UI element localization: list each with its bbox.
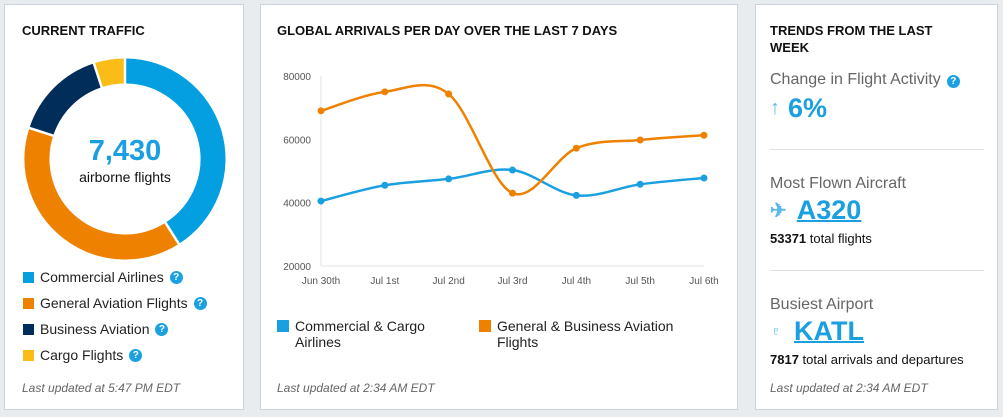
donut-segment[interactable] <box>93 58 126 88</box>
aircraft-label: Most Flown Aircraft <box>770 175 907 192</box>
airport-label: Busiest Airport <box>770 296 874 313</box>
arrivals-line-chart: 20000 40000 60000 80000 Jun 30th Jul 1st Jul 2… <box>283 72 719 287</box>
airport-count-suffix: total arrivals and departures <box>798 352 964 367</box>
control-tower-icon: ♇ <box>770 322 782 340</box>
legend-swatch <box>479 320 491 332</box>
divider <box>770 149 984 150</box>
aircraft-count-number: 53371 <box>770 231 807 246</box>
data-point[interactable] <box>381 88 389 96</box>
activity-percent: 6% <box>788 93 828 123</box>
last-updated: Last updated at 2:34 AM EDT <box>770 381 928 395</box>
legend-swatch <box>23 323 34 335</box>
legend-swatch <box>277 320 289 332</box>
data-point[interactable] <box>700 174 708 182</box>
aircraft-count-suffix: total flights <box>806 231 872 246</box>
activity-label: Change in Flight Activity? <box>770 71 960 89</box>
x-tick-label: Jul 2nd <box>433 276 465 287</box>
arrow-up-icon: ↑ <box>770 97 780 119</box>
data-point[interactable] <box>509 166 516 174</box>
question-circle-icon[interactable]: ? <box>193 296 207 310</box>
last-updated: Last updated at 5:47 PM EDT <box>22 381 181 395</box>
activity-label-text: Change in Flight Activity <box>770 71 941 88</box>
x-tick-label: Jul 5th <box>625 276 654 287</box>
last-updated: Last updated at 2:34 AM EDT <box>277 381 435 395</box>
y-tick-label: 20000 <box>283 262 311 273</box>
data-point[interactable] <box>636 136 644 144</box>
data-point[interactable] <box>445 90 453 98</box>
legend-item[interactable]: Business Aviation? <box>23 321 169 337</box>
airport-count: 7817 total arrivals and departures <box>770 352 964 367</box>
current-traffic-panel: CURRENT TRAFFIC 7,430 airborne flights C… <box>4 4 244 410</box>
panel-title: CURRENT TRAFFIC <box>22 23 145 38</box>
panel-title: TRENDS FROM THE LAST WEEK <box>770 23 933 55</box>
legend-label: Commercial Airlines <box>40 269 164 285</box>
legend-item[interactable]: General Aviation Flights? <box>23 295 207 311</box>
legend-label: General & Business Aviation Flights <box>497 318 674 350</box>
arrivals-panel: GLOBAL ARRIVALS PER DAY OVER THE LAST 7 … <box>260 4 738 410</box>
activity-value: ↑ 6% <box>770 93 827 124</box>
airport-count-number: 7817 <box>770 352 799 367</box>
x-tick-label: Jul 1st <box>370 276 399 287</box>
series-line <box>320 84 705 196</box>
aircraft-count: 53371 total flights <box>770 231 872 246</box>
x-tick-label: Jul 3rd <box>497 276 527 287</box>
aircraft-value: ✈ A320 <box>770 195 861 226</box>
x-tick-label: Jul 4th <box>562 276 591 287</box>
segment-separator <box>163 221 181 246</box>
airborne-label: airborne flights <box>79 169 171 185</box>
question-circle-icon[interactable]: ? <box>169 270 183 284</box>
data-point[interactable] <box>509 189 516 197</box>
airport-value: ♇ KATL <box>770 316 864 347</box>
data-point[interactable] <box>381 181 389 189</box>
data-point[interactable] <box>445 175 453 183</box>
legend-commercial-cargo[interactable]: Commercial & Cargo Airlines <box>277 318 425 350</box>
legend-label: General Aviation Flights <box>40 295 188 311</box>
segment-separator <box>92 62 104 89</box>
x-tick-label: Jul 6th <box>689 276 718 287</box>
traffic-donut-chart <box>24 57 226 260</box>
legend-label: Commercial & Cargo Airlines <box>295 318 425 350</box>
airborne-count: 7,430 <box>88 135 162 167</box>
legend-swatch <box>23 349 34 361</box>
data-point[interactable] <box>317 197 325 205</box>
question-circle-icon[interactable]: ? <box>155 322 169 336</box>
donut-segment[interactable] <box>124 58 226 244</box>
donut-segment[interactable] <box>29 63 103 137</box>
y-tick-label: 80000 <box>283 72 311 83</box>
question-circle-icon[interactable]: ? <box>946 75 960 88</box>
data-point[interactable] <box>317 107 325 115</box>
data-point[interactable] <box>572 144 580 152</box>
legend-item[interactable]: Cargo Flights? <box>23 347 143 363</box>
question-circle-icon[interactable]: ? <box>129 348 143 362</box>
panel-title: GLOBAL ARRIVALS PER DAY OVER THE LAST 7 … <box>277 23 618 38</box>
legend-swatch <box>23 271 34 283</box>
segment-separator <box>28 126 55 138</box>
aircraft-link[interactable]: A320 <box>796 195 862 225</box>
legend-label: Cargo Flights <box>40 347 124 363</box>
legend-item[interactable]: Commercial Airlines? <box>23 269 183 285</box>
y-tick-label: 60000 <box>283 135 311 146</box>
data-point[interactable] <box>700 131 708 139</box>
airport-link[interactable]: KATL <box>794 316 864 346</box>
legend-general-business[interactable]: General & Business Aviation Flights <box>479 318 673 350</box>
data-point[interactable] <box>636 180 644 188</box>
trends-panel: TRENDS FROM THE LAST WEEK Change in Flig… <box>755 4 998 410</box>
divider <box>770 270 984 271</box>
legend-swatch <box>23 297 34 309</box>
donut-segment[interactable] <box>24 127 179 260</box>
legend-label: Business Aviation <box>40 321 150 337</box>
x-tick-label: Jun 30th <box>302 276 340 287</box>
data-point[interactable] <box>572 191 580 199</box>
airplane-icon: ✈ <box>770 200 787 222</box>
y-tick-label: 40000 <box>283 199 311 210</box>
